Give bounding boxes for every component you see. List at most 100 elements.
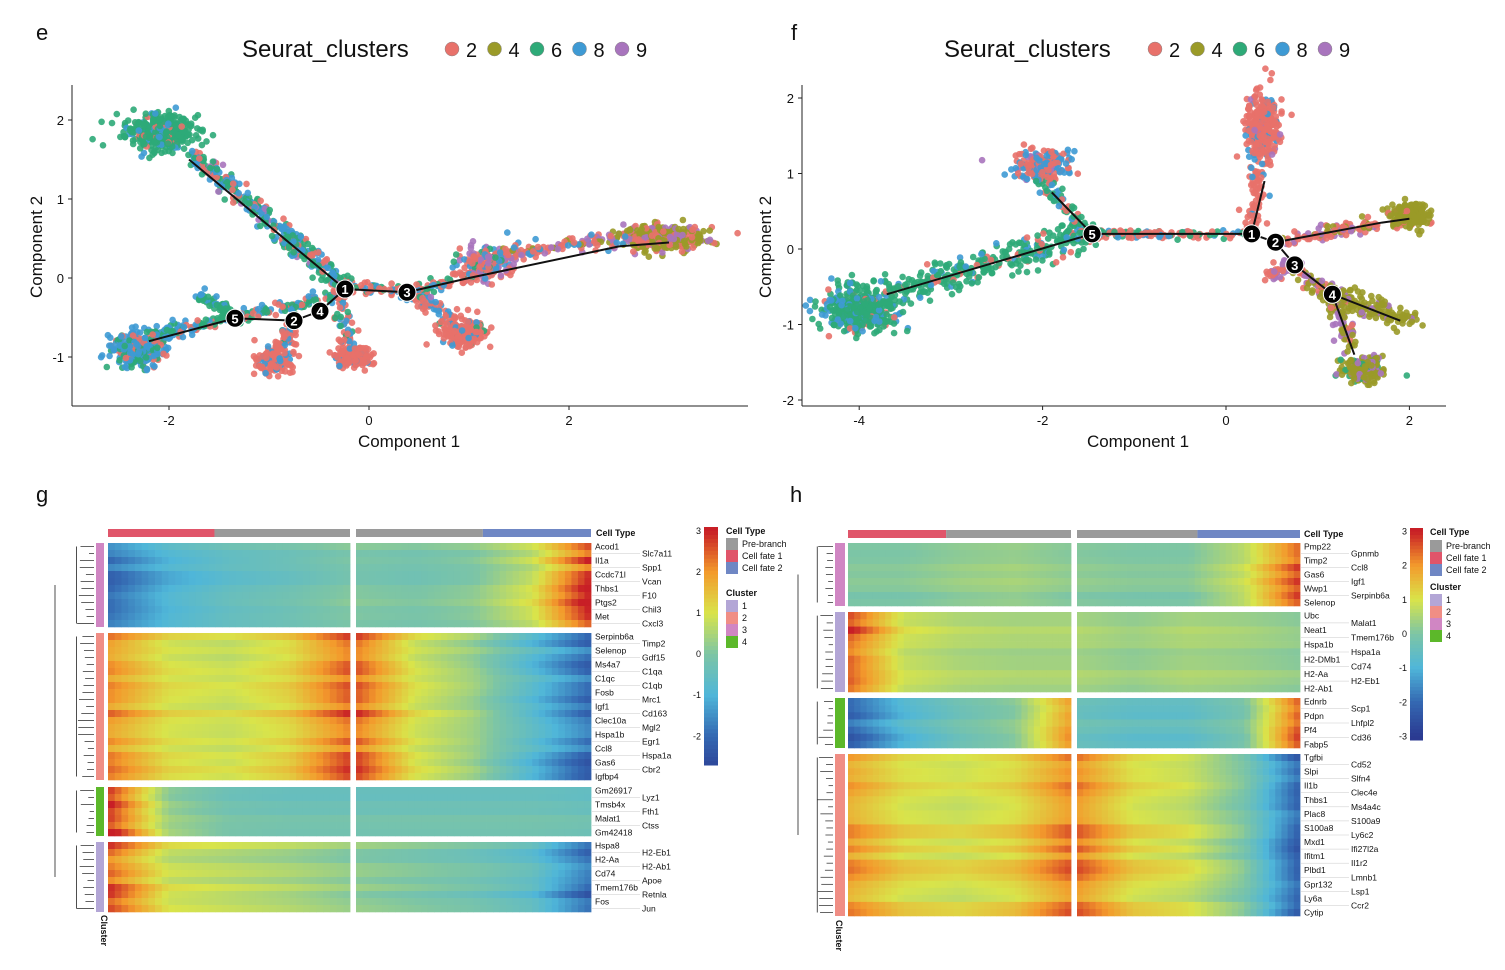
cell-point-cluster-2 [349, 319, 356, 326]
cell-point-cluster-6 [203, 138, 210, 145]
legend-marker-6 [1233, 42, 1247, 56]
cell-point-cluster-2 [459, 316, 466, 323]
cell-point-cluster-6 [194, 125, 201, 132]
cell-point-cluster-2 [358, 282, 365, 289]
cell-point-cluster-6 [834, 277, 841, 284]
cell-point-cluster-4 [1373, 315, 1380, 322]
cell-point-cluster-2 [891, 314, 898, 321]
cell-point-cluster-2 [454, 306, 461, 313]
cell-point-cluster-2 [476, 263, 483, 270]
cell-point-cluster-2 [630, 248, 637, 255]
cell-point-cluster-8 [993, 240, 1000, 247]
cell-point-cluster-2 [229, 187, 236, 194]
cell-point-cluster-2 [591, 238, 598, 245]
cell-point-cluster-6 [918, 269, 925, 276]
legend-marker-6 [530, 42, 544, 56]
cell-point-cluster-2 [123, 355, 130, 362]
cell-point-cluster-2 [530, 248, 537, 255]
cell-point-cluster-8 [497, 249, 504, 256]
cell-point-cluster-2 [1242, 219, 1249, 226]
cell-point-cluster-2 [432, 322, 439, 329]
cell-point-cluster-6 [207, 165, 214, 172]
cell-point-cluster-6 [927, 297, 934, 304]
cell-point-cluster-6 [849, 272, 856, 279]
cell-point-cluster-8 [245, 190, 252, 197]
cell-point-cluster-6 [1033, 178, 1040, 185]
cell-point-cluster-8 [588, 231, 595, 238]
legend-marker-2 [1148, 42, 1162, 56]
cell-point-cluster-2 [571, 239, 578, 246]
legend-label: 4 [1212, 40, 1223, 62]
cell-point-cluster-6 [165, 140, 172, 147]
cell-point-cluster-9 [548, 244, 555, 251]
legend-label: 9 [1339, 40, 1350, 62]
cell-point-cluster-4 [638, 226, 645, 233]
cell-point-cluster-4 [1419, 201, 1426, 208]
x-tick-label: 0 [1222, 413, 1229, 428]
cell-point-cluster-6 [154, 345, 161, 352]
cell-point-cluster-2 [451, 313, 458, 320]
branch-node-label: 1 [341, 282, 348, 297]
cell-point-cluster-2 [1013, 152, 1020, 159]
cell-point-cluster-8 [432, 299, 439, 306]
cell-point-cluster-6 [140, 122, 147, 129]
cell-point-cluster-2 [1075, 170, 1082, 177]
legend-marker-8 [1276, 42, 1290, 56]
cell-point-cluster-8 [201, 285, 208, 292]
cell-point-cluster-2 [1040, 230, 1047, 237]
cell-point-cluster-6 [1404, 372, 1411, 379]
cell-point-cluster-8 [511, 244, 518, 251]
cell-point-cluster-6 [104, 364, 111, 371]
cell-point-cluster-6 [162, 148, 169, 155]
legend-label: 2 [1169, 40, 1180, 62]
cell-point-cluster-2 [1278, 96, 1285, 103]
cell-point-cluster-6 [453, 251, 460, 258]
cell-point-cluster-2 [275, 373, 282, 380]
y-tick-label: 0 [57, 271, 64, 286]
cell-point-cluster-6 [874, 328, 881, 335]
cell-point-cluster-6 [205, 294, 212, 301]
cell-point-cluster-6 [492, 254, 499, 261]
cell-point-cluster-6 [1039, 257, 1046, 264]
x-tick-label: -4 [853, 413, 865, 428]
cell-point-cluster-2 [287, 369, 294, 376]
cell-point-cluster-8 [144, 366, 151, 373]
cell-point-cluster-2 [690, 244, 697, 251]
cell-point-cluster-9 [220, 162, 227, 169]
cell-point-cluster-8 [169, 317, 176, 324]
cell-point-cluster-2 [1024, 234, 1031, 241]
cell-point-cluster-6 [263, 306, 270, 313]
cell-point-cluster-9 [1331, 337, 1338, 344]
cell-point-cluster-8 [151, 353, 158, 360]
cell-point-cluster-6 [1044, 188, 1051, 195]
cell-point-cluster-6 [1024, 269, 1031, 276]
cell-point-cluster-2 [423, 341, 430, 348]
cell-point-cluster-8 [151, 363, 158, 370]
panel-label-g: g [36, 482, 48, 507]
cell-point-cluster-6 [144, 129, 151, 136]
cell-point-cluster-2 [1267, 162, 1274, 169]
cell-point-cluster-8 [279, 226, 286, 233]
cell-point-cluster-2 [1068, 249, 1075, 256]
cell-point-cluster-6 [109, 120, 116, 127]
cell-point-cluster-8 [803, 302, 810, 309]
cell-point-cluster-6 [829, 315, 836, 322]
cell-point-cluster-2 [488, 324, 495, 331]
branch-node-label: 3 [403, 285, 410, 300]
cell-point-cluster-2 [243, 181, 250, 188]
cell-point-cluster-4 [1428, 207, 1435, 214]
cell-point-cluster-2 [470, 253, 477, 260]
cell-point-cluster-2 [273, 364, 280, 371]
cell-point-cluster-2 [355, 351, 362, 358]
cell-point-cluster-2 [299, 302, 306, 309]
cell-point-cluster-8 [263, 214, 270, 221]
cell-point-cluster-4 [616, 230, 623, 237]
cell-point-cluster-2 [489, 281, 496, 288]
cell-point-cluster-2 [160, 351, 167, 358]
cell-point-cluster-2 [474, 309, 481, 316]
cell-point-cluster-6 [908, 300, 915, 307]
cell-point-cluster-2 [360, 357, 367, 364]
cell-point-cluster-2 [689, 234, 696, 241]
cell-point-cluster-6 [130, 106, 137, 113]
